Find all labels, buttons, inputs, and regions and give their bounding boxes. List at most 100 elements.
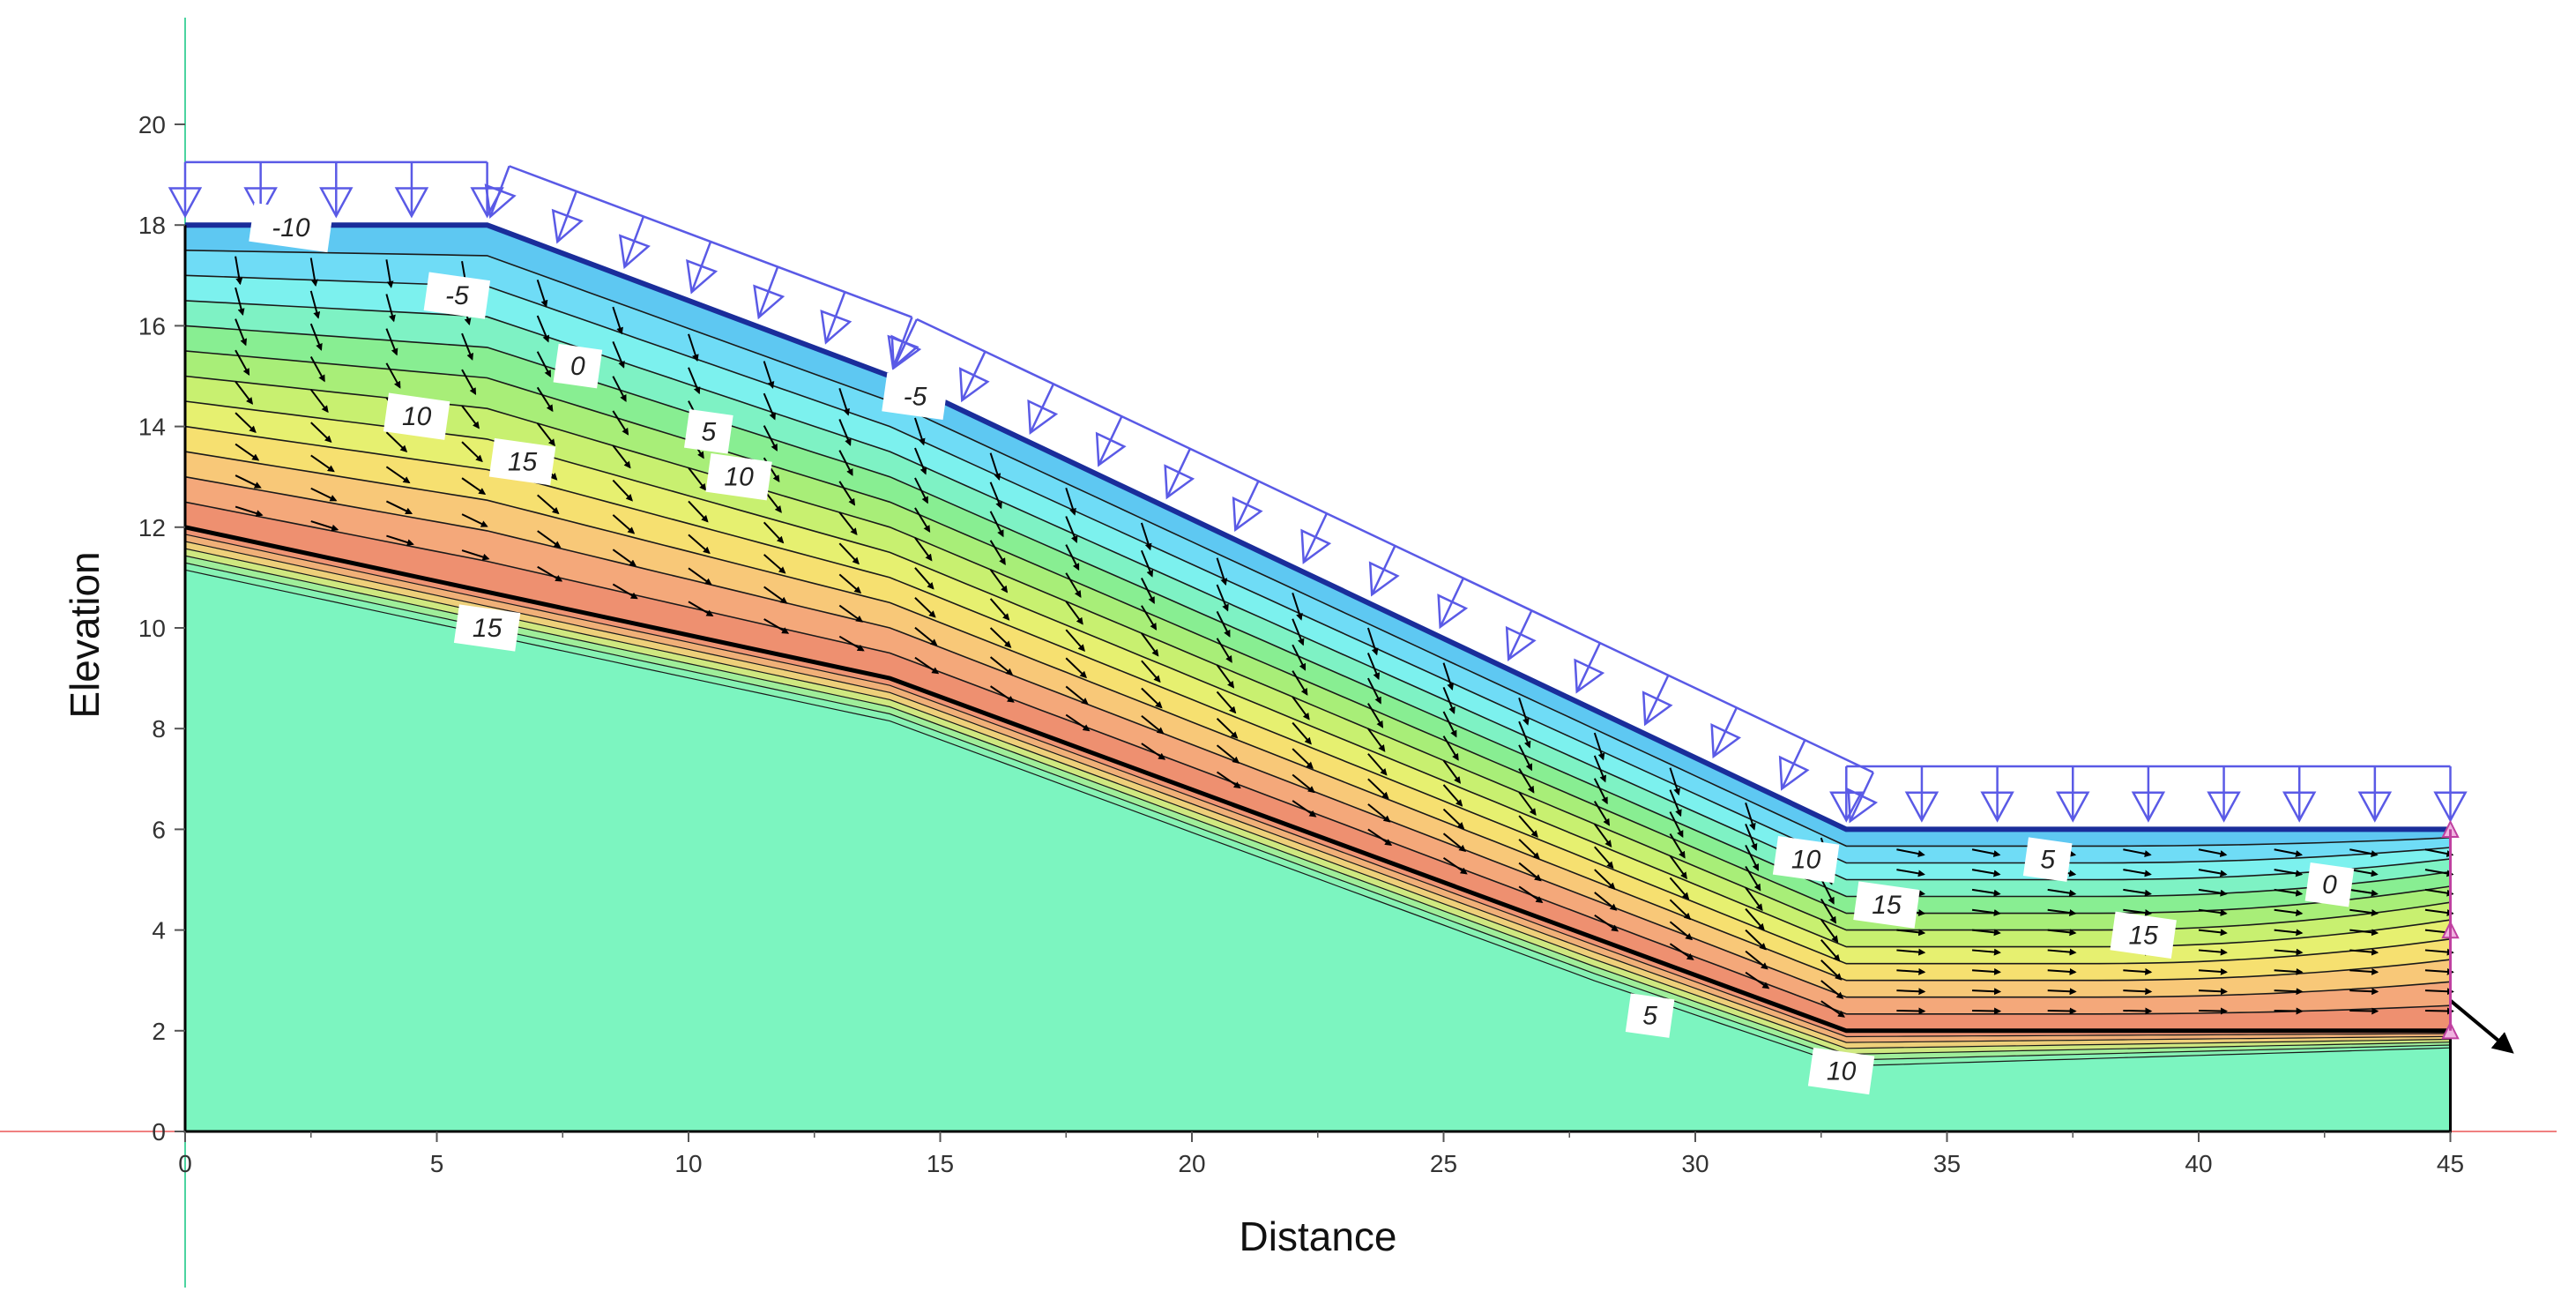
flow-vector — [838, 542, 860, 565]
load-arrowhead — [168, 187, 203, 219]
contour-label-box — [423, 272, 491, 319]
flow-vector — [838, 604, 864, 623]
contour-label-box — [1807, 1047, 1875, 1095]
y-axis-title: Elevation — [62, 551, 108, 718]
load-arrowhead — [820, 309, 852, 345]
load-arrowhead — [1232, 496, 1263, 533]
flow-vector — [1820, 939, 1841, 962]
flow-vector — [2349, 908, 2379, 916]
flow-vector — [914, 447, 927, 475]
flow-vector — [1745, 886, 1763, 912]
flow-vector — [385, 259, 394, 288]
seepage-face-markers — [2441, 819, 2460, 1040]
flow-vector — [1745, 929, 1767, 951]
flow-vector — [2047, 988, 2077, 996]
flow-vector — [2047, 888, 2077, 897]
flow-vector — [1820, 959, 1843, 981]
flow-vector — [1896, 988, 1926, 996]
flow-vector — [1065, 629, 1085, 652]
flow-vector — [1292, 721, 1312, 745]
load-arrowhead — [394, 187, 429, 219]
flow-vector — [612, 376, 627, 402]
flow-vector — [1518, 885, 1544, 903]
contour-label: 0 — [553, 343, 603, 389]
contour-band — [185, 549, 2451, 1055]
flow-vector — [537, 565, 563, 582]
flow-vector — [461, 477, 487, 495]
load-arrowhead — [890, 334, 922, 370]
flow-vector — [2047, 967, 2077, 975]
flow-vector — [235, 318, 248, 347]
flow-vector — [1216, 664, 1235, 689]
flow-vector — [1820, 877, 1835, 905]
flow-vector — [1518, 720, 1531, 749]
flow-vector — [2123, 988, 2153, 996]
flow-vector — [385, 328, 398, 356]
flow-vector — [2274, 848, 2304, 857]
flow-vector — [1593, 755, 1606, 783]
x-tick-label: 40 — [2185, 1150, 2212, 1177]
flow-vector — [1442, 784, 1463, 807]
flow-vector — [2349, 869, 2379, 877]
flow-vector — [914, 537, 933, 562]
x-tick-label: 20 — [1178, 1150, 1205, 1177]
flow-vector — [1366, 653, 1381, 681]
flow-vector — [838, 419, 852, 446]
flow-vector — [2198, 967, 2228, 975]
y-tick-label: 14 — [138, 414, 166, 441]
load-arrowhead — [1829, 791, 1864, 823]
material-boundary-line — [184, 525, 2451, 1034]
flow-vector — [1366, 703, 1384, 728]
flow-vector — [385, 466, 411, 484]
flow-vector — [612, 479, 633, 502]
flow-vector — [1140, 549, 1154, 578]
contour-label-text: 10 — [1827, 1056, 1857, 1086]
contour-label: 10 — [1772, 836, 1840, 884]
flow-vector — [989, 627, 1012, 648]
flow-vector — [2274, 929, 2304, 937]
flow-vector — [1216, 718, 1239, 739]
contour-label-box — [2110, 911, 2177, 959]
contour-label-box — [1853, 881, 1920, 929]
load-arrowhead — [2357, 791, 2393, 823]
flow-vector — [235, 505, 264, 517]
load-arrowhead — [2131, 791, 2166, 823]
flow-vector — [1669, 877, 1690, 900]
flow-vector — [1971, 888, 2001, 897]
x-axis: 0 5 10 15 20 25 30 35 40 45 — [178, 1131, 2464, 1177]
load-arrowhead — [686, 258, 718, 295]
x-tick-label: 0 — [178, 1150, 192, 1177]
flow-vector — [1141, 687, 1163, 709]
flow-vector — [2123, 888, 2152, 897]
load-arrowhead — [1778, 755, 1810, 791]
contour-label: 15 — [488, 437, 556, 486]
flow-vector — [2349, 988, 2379, 996]
flow-vector — [2424, 869, 2454, 877]
contour-label-box — [1625, 993, 1675, 1038]
x-tick-label: 25 — [1430, 1150, 1457, 1177]
flow-vector — [2424, 848, 2454, 857]
flow-vector — [763, 392, 776, 421]
contour-label: 15 — [453, 604, 521, 652]
flow-vector — [1292, 748, 1314, 769]
contour-label-text: 15 — [508, 448, 538, 477]
flow-vector — [914, 626, 938, 646]
flow-vector — [838, 481, 856, 506]
flow-vector — [612, 549, 637, 567]
flow-vector — [1820, 1000, 1845, 1018]
flow-vector — [1442, 857, 1468, 875]
flow-vector — [309, 258, 318, 287]
flow-vector — [310, 487, 338, 502]
contour-label: 10 — [705, 453, 772, 501]
flow-vector — [688, 534, 711, 555]
load-arrowhead — [753, 284, 785, 320]
contour-label-text: 0 — [570, 352, 585, 381]
flow-vector — [838, 450, 853, 476]
contour-label-box — [453, 604, 521, 652]
flow-vector — [913, 417, 926, 446]
flow-vector — [1442, 759, 1462, 784]
flow-vector — [1669, 943, 1694, 960]
flow-vector — [1216, 610, 1231, 638]
flow-vector — [2424, 888, 2454, 897]
